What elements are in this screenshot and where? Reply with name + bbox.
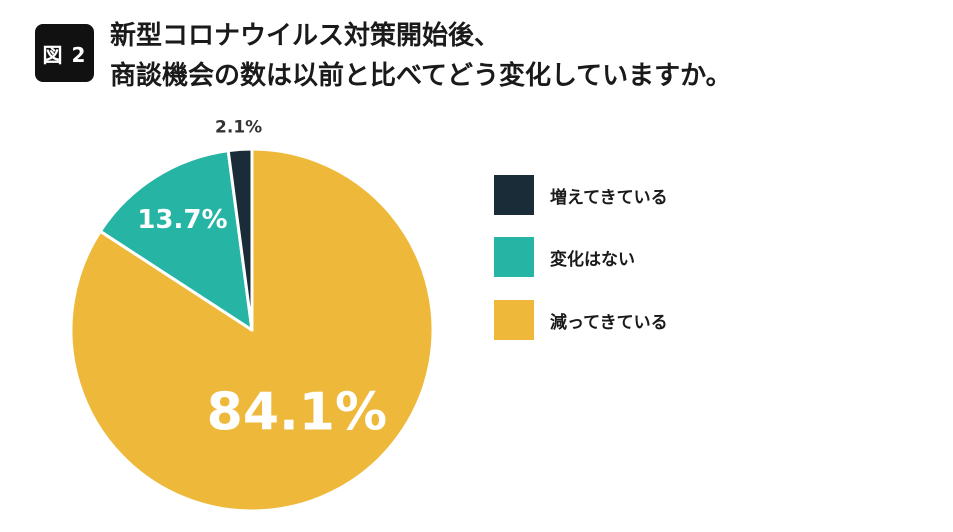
figure-badge: 図 2: [35, 24, 94, 82]
pie-labels: 84.1% 13.7% 2.1%: [137, 118, 387, 443]
chart-title: 新型コロナウイルス対策開始後、 商談機会の数は以前と比べてどう変化していますか。: [110, 16, 930, 96]
legend-item-decreasing: 減ってきている: [494, 300, 668, 340]
slice-unchanged: [98, 149, 254, 332]
legend-label-decreasing: 減ってきている: [550, 312, 668, 333]
slice-increasing: [226, 147, 254, 332]
label-increasing: 2.1%: [215, 118, 262, 138]
legend-label-increasing: 増えてきている: [550, 187, 668, 208]
title-line-1: 新型コロナウイルス対策開始後、: [110, 21, 501, 51]
pie-slices: [69, 147, 435, 513]
legend-swatch-unchanged: [494, 237, 534, 277]
label-unchanged: 13.7%: [137, 205, 227, 235]
legend-item-increasing: 増えてきている: [494, 175, 668, 215]
title-line-2: 商談機会の数は以前と比べてどう変化していますか。: [110, 61, 732, 91]
legend-label-unchanged: 変化はない: [550, 249, 635, 270]
legend-item-unchanged: 変化はない: [494, 237, 635, 277]
legend-swatch-decreasing: [494, 300, 534, 340]
label-decreasing: 84.1%: [207, 383, 387, 443]
legend-swatch-increasing: [494, 175, 534, 215]
